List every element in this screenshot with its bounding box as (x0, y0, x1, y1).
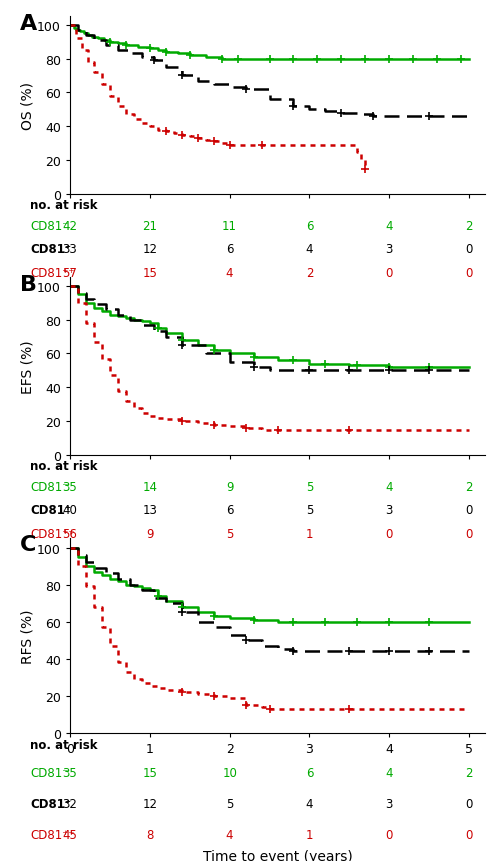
Text: 35: 35 (62, 766, 78, 779)
Text: 5: 5 (306, 480, 313, 493)
Text: 0: 0 (386, 828, 393, 841)
Text: CD81⁻: CD81⁻ (30, 480, 68, 493)
Text: 5: 5 (226, 527, 234, 540)
Text: CD81⁻: CD81⁻ (30, 766, 68, 779)
Text: 12: 12 (142, 797, 158, 810)
Text: 0: 0 (386, 266, 393, 279)
Text: 4: 4 (226, 266, 234, 279)
Text: 35: 35 (62, 480, 78, 493)
Text: 1: 1 (306, 828, 313, 841)
Text: 0: 0 (466, 797, 472, 810)
Text: 32: 32 (62, 797, 78, 810)
Text: 15: 15 (142, 266, 157, 279)
Text: 4: 4 (226, 828, 234, 841)
Text: 6: 6 (226, 504, 234, 517)
Text: 5: 5 (226, 797, 234, 810)
Text: no. at risk: no. at risk (30, 460, 98, 473)
Text: 9: 9 (226, 480, 234, 493)
Text: 45: 45 (62, 828, 78, 841)
Text: 0: 0 (466, 504, 472, 517)
Text: 1: 1 (306, 527, 313, 540)
Text: 33: 33 (62, 243, 78, 256)
Text: CD81⁺: CD81⁺ (30, 243, 71, 256)
Text: 6: 6 (306, 220, 313, 232)
Text: 10: 10 (222, 766, 237, 779)
Text: CD81⁺⁺: CD81⁺⁺ (30, 527, 74, 540)
Text: no. at risk: no. at risk (30, 739, 98, 752)
Text: 40: 40 (62, 504, 78, 517)
Text: 3: 3 (386, 797, 393, 810)
Text: CD81⁻: CD81⁻ (30, 220, 68, 232)
Y-axis label: EFS (%): EFS (%) (20, 340, 34, 393)
Text: 56: 56 (62, 527, 78, 540)
Text: 3: 3 (386, 243, 393, 256)
Text: 5: 5 (306, 504, 313, 517)
Text: 4: 4 (386, 220, 393, 232)
Text: 2: 2 (306, 266, 313, 279)
Text: 15: 15 (142, 766, 157, 779)
Text: CD81⁺⁺: CD81⁺⁺ (30, 828, 74, 841)
Text: A: A (20, 14, 38, 34)
Text: 3: 3 (386, 504, 393, 517)
Text: 42: 42 (62, 220, 78, 232)
Y-axis label: RFS (%): RFS (%) (20, 609, 34, 663)
Text: 0: 0 (466, 243, 472, 256)
Text: 4: 4 (386, 766, 393, 779)
Text: 0: 0 (466, 828, 472, 841)
Text: 2: 2 (466, 766, 473, 779)
Text: CD81⁺⁺: CD81⁺⁺ (30, 266, 74, 279)
Text: 9: 9 (146, 527, 154, 540)
Text: C: C (20, 535, 36, 554)
Text: 21: 21 (142, 220, 158, 232)
Text: 6: 6 (226, 243, 234, 256)
Text: 57: 57 (62, 266, 78, 279)
Text: B: B (20, 275, 37, 294)
Text: 14: 14 (142, 480, 158, 493)
Text: 11: 11 (222, 220, 237, 232)
Text: 8: 8 (146, 828, 154, 841)
Text: 2: 2 (466, 220, 473, 232)
Text: 4: 4 (386, 480, 393, 493)
Text: 4: 4 (306, 243, 313, 256)
Text: 2: 2 (466, 480, 473, 493)
Y-axis label: OS (%): OS (%) (20, 82, 34, 130)
Text: 4: 4 (306, 797, 313, 810)
Text: no. at risk: no. at risk (30, 199, 98, 212)
Text: Time to event (years): Time to event (years) (202, 849, 352, 861)
Text: CD81⁺: CD81⁺ (30, 504, 71, 517)
Text: 12: 12 (142, 243, 158, 256)
Text: 13: 13 (142, 504, 157, 517)
Text: 6: 6 (306, 766, 313, 779)
Text: 0: 0 (386, 527, 393, 540)
Text: 0: 0 (466, 527, 472, 540)
Text: 0: 0 (466, 266, 472, 279)
Text: CD81⁺: CD81⁺ (30, 797, 71, 810)
